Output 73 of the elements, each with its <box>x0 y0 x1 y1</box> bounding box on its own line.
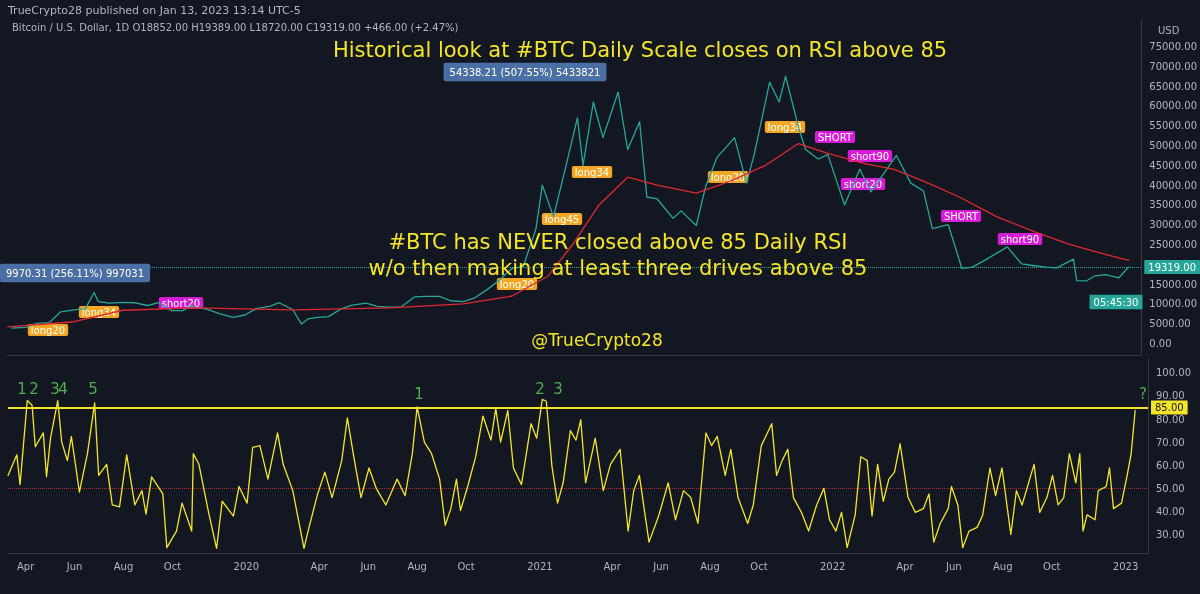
annotation: long45 <box>544 213 580 225</box>
chart-subtitle: Bitcoin / U.S. Dollar, 1D O18852.00 H19389.00 L18720.00 C19319.00 +466.00 (+2.47%) <box>12 21 459 33</box>
annotation: 4 <box>58 380 68 398</box>
x-tick-label: Oct <box>1043 560 1061 572</box>
annotation: 1 <box>17 380 27 398</box>
x-tick-label: Oct <box>457 560 475 572</box>
x-tick-label: 2022 <box>819 560 846 572</box>
x-tick-label: 2023 <box>1112 560 1139 572</box>
y-axis-title: USD <box>1158 24 1180 36</box>
y-tick-label: 25000.00 <box>1149 239 1197 251</box>
y-tick-label: 15000.00 <box>1149 278 1197 290</box>
annotation: short90 <box>1000 233 1040 245</box>
y-tick-label: 0.00 <box>1149 338 1172 350</box>
annotation: 9970.31 (256.11%) 997031 <box>5 267 145 279</box>
x-tick-label: 2020 <box>233 560 259 572</box>
annotation: long34 <box>574 166 610 178</box>
annotation: 2 <box>29 380 39 398</box>
y-tick-label: 70.00 <box>1156 436 1185 448</box>
x-tick-label: Aug <box>700 560 720 572</box>
y-tick-label: 60.00 <box>1156 459 1185 471</box>
annotation: long34 <box>81 306 117 318</box>
y-tick-label: 100.00 <box>1156 367 1191 379</box>
y-tick-label: 40000.00 <box>1149 179 1197 191</box>
annotation: SHORT <box>943 210 979 222</box>
y-tick-label: 50.00 <box>1156 482 1185 494</box>
x-tick-label: Oct <box>750 560 768 572</box>
y-tick-label: 5000.00 <box>1149 318 1191 330</box>
annotation: long20 <box>499 278 535 290</box>
y-tick-label: 55000.00 <box>1149 120 1197 132</box>
x-tick-label: 2021 <box>527 560 553 572</box>
annotation: short20 <box>161 297 201 309</box>
text: Historical look at #BTC Daily Scale closes on RSI above 85 <box>332 38 948 62</box>
y-tick-label: 10000.00 <box>1149 298 1197 310</box>
x-tick-label: Apr <box>896 560 915 572</box>
x-tick-label: Jun <box>945 560 962 572</box>
text: TrueCrypto28 published on Jan 13, 2023 13:14 UTC-5 <box>7 3 301 17</box>
annotation: 1 <box>414 385 424 403</box>
annotation: 3 <box>553 380 563 398</box>
y-tick-label: 65000.00 <box>1149 80 1197 92</box>
x-tick-label: Apr <box>16 560 36 572</box>
y-tick-label: 35000.00 <box>1149 199 1197 211</box>
ref-line-label: 19319.00 <box>1148 261 1196 273</box>
y-tick-label: 80.00 <box>1156 413 1185 425</box>
y-tick-label: 40.00 <box>1156 505 1185 517</box>
annotation: 5 <box>88 380 98 398</box>
annotation: 2 <box>535 380 545 398</box>
annotation: SHORT <box>817 131 853 143</box>
x-tick-label: Jun <box>652 560 669 572</box>
annotation: @TrueCrypto28 <box>531 330 663 350</box>
y-tick-label: 60000.00 <box>1149 100 1197 112</box>
annotation: ? <box>1139 385 1147 403</box>
x-tick-label: Aug <box>407 560 427 572</box>
ref-line-label: 85.00 <box>1155 402 1184 413</box>
y-tick-label: 50000.00 <box>1149 140 1197 152</box>
x-tick-label: Apr <box>603 560 622 572</box>
x-tick-label: Apr <box>310 560 329 572</box>
annotation: long20 <box>30 324 66 336</box>
y-tick-label: 75000.00 <box>1149 41 1197 53</box>
annotation: long20 <box>710 171 746 183</box>
y-tick-label: 45000.00 <box>1149 159 1197 171</box>
x-tick-label: Aug <box>993 560 1013 572</box>
x-tick-label: Jun <box>65 560 83 572</box>
x-tick-label: Jun <box>359 560 377 572</box>
x-tick-label: Aug <box>113 560 134 572</box>
y-tick-label: 30.00 <box>1156 529 1185 541</box>
y-tick-label: 30000.00 <box>1149 219 1197 231</box>
annotation: 54338.21 (507.55%) 5433821 <box>449 66 601 78</box>
annotation: 05:45:30 <box>1093 296 1139 308</box>
y-tick-label: 90.00 <box>1156 390 1185 402</box>
y-tick-label: 70000.00 <box>1149 60 1197 72</box>
annotation: short90 <box>850 150 890 162</box>
x-tick-label: Oct <box>163 560 182 572</box>
annotation: 3 <box>50 380 60 398</box>
